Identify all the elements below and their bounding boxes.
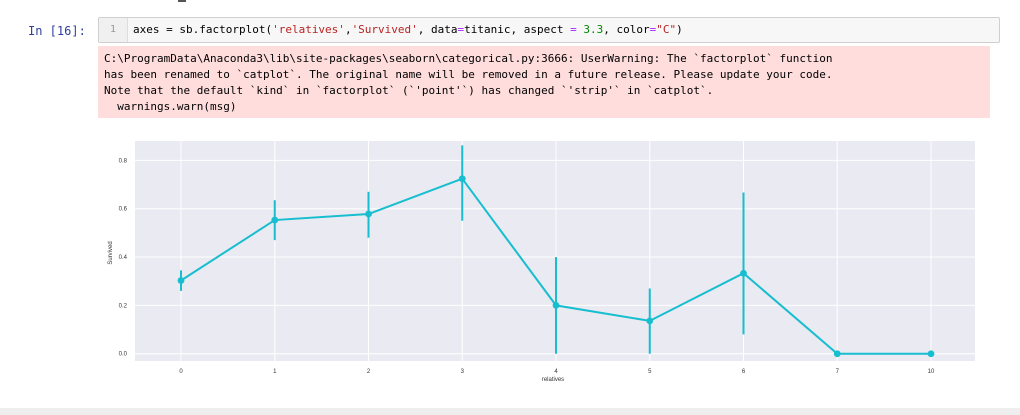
code-token: titanic, aspect	[464, 23, 571, 36]
x-tick-label: 7	[836, 369, 840, 375]
factorplot-chart: 0.0 0.2 0.4 0.6 0.8 0 1 2 3 4 5 6 7 10 relatives Surviv…	[108, 141, 975, 383]
line-number: 1	[110, 24, 117, 35]
x-tick-label: 6	[742, 369, 746, 375]
data-point	[271, 216, 279, 224]
data-point	[365, 210, 372, 218]
data-point	[646, 317, 654, 325]
warning-line-2: has been renamed to `catplot`. The origi…	[104, 68, 833, 81]
code-string: 'relatives'	[272, 23, 345, 36]
data-point	[458, 175, 466, 183]
code-token: , data	[417, 23, 458, 36]
x-tick-label: 5	[648, 369, 652, 375]
code-token: )	[676, 23, 683, 36]
data-point	[927, 350, 935, 358]
y-tick-label: 0.4	[119, 255, 128, 261]
data-point	[833, 350, 841, 358]
code-operator: =	[570, 23, 577, 36]
y-axis-label: Survived	[108, 241, 114, 264]
x-axis-label: relatives	[542, 377, 564, 383]
line-gutter: 1	[99, 18, 128, 42]
warning-line-4: warnings.warn(msg)	[104, 100, 237, 113]
scroll-indicator	[178, 0, 186, 2]
code-line[interactable]: axes = sb.factorplot('relatives','Surviv…	[133, 23, 683, 36]
bottom-scrollbar[interactable]	[0, 408, 1020, 415]
code-token: axes = sb.factorplot(	[133, 23, 273, 36]
code-token: , color	[603, 23, 650, 36]
data-point	[740, 269, 747, 277]
y-tick-label: 0.8	[119, 158, 128, 164]
code-string: "C"	[656, 23, 677, 36]
warning-line-1: C:\ProgramData\Anaconda3\lib\site-packag…	[104, 52, 833, 65]
x-tick-label: 2	[367, 369, 371, 375]
code-string: 'Survived'	[351, 23, 418, 36]
warning-output: C:\ProgramData\Anaconda3\lib\site-packag…	[98, 46, 990, 118]
code-token: ,	[344, 23, 352, 36]
code-input-area[interactable]: 1 axes = sb.factorplot('relatives','Surv…	[98, 17, 1000, 43]
y-tick-label: 0.0	[119, 352, 128, 358]
code-operator: =	[649, 23, 657, 36]
x-tick-label: 1	[273, 369, 277, 375]
x-tick-label: 10	[928, 369, 935, 375]
data-point	[552, 301, 560, 309]
y-tick-label: 0.6	[119, 207, 128, 213]
x-tick-label: 0	[179, 369, 183, 375]
code-operator: =	[457, 23, 465, 36]
warning-line-3: Note that the default `kind` in `factorp…	[104, 84, 714, 97]
cell-prompt: In [16]:	[28, 24, 86, 38]
code-number: 3.3	[583, 23, 604, 36]
x-tick-label: 3	[461, 369, 465, 375]
data-point	[177, 277, 185, 284]
x-tick-label: 4	[554, 369, 558, 375]
y-tick-label: 0.2	[119, 303, 128, 309]
